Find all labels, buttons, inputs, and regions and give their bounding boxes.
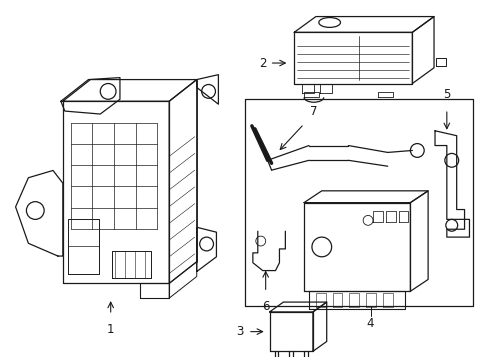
Text: 5: 5 bbox=[442, 88, 449, 101]
Text: 2: 2 bbox=[259, 57, 266, 69]
Text: 3: 3 bbox=[236, 325, 243, 338]
Text: 6: 6 bbox=[262, 300, 269, 313]
Text: 7: 7 bbox=[309, 105, 317, 118]
Text: 4: 4 bbox=[366, 317, 374, 330]
Text: 1: 1 bbox=[107, 323, 114, 336]
